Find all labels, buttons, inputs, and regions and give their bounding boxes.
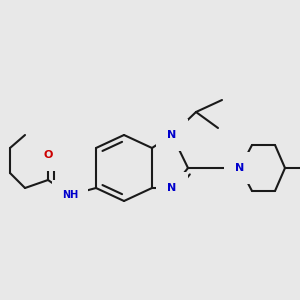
Text: NH: NH (62, 190, 78, 200)
Text: O: O (43, 150, 53, 160)
Text: N: N (167, 183, 177, 193)
Text: N: N (167, 130, 177, 140)
Text: N: N (236, 163, 244, 173)
